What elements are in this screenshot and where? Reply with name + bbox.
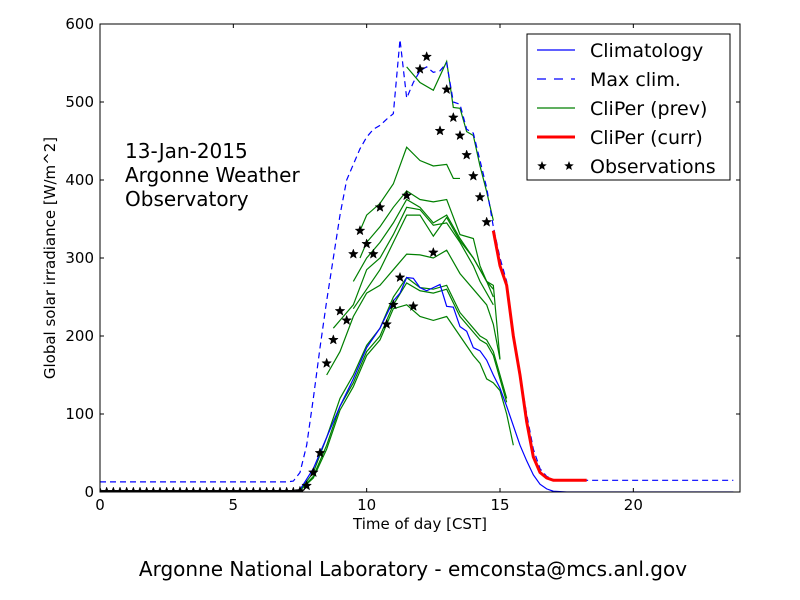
x-axis-label: Time of day [CST]: [352, 515, 487, 533]
x-tick-label: 5: [229, 496, 239, 514]
observation-point: [307, 466, 319, 478]
x-tick-label: 20: [624, 496, 643, 514]
legend-label-max-clim: Max clim.: [590, 69, 681, 91]
y-tick-label: 100: [65, 405, 94, 423]
series-cliper-prev-line-5: [332, 206, 494, 329]
observation-point: [401, 189, 413, 201]
annotation-line-1: 13-Jan-2015: [125, 139, 248, 163]
observation-point: [481, 216, 493, 227]
legend-label-cliper-curr: CliPer (curr): [590, 127, 703, 149]
series-cliper-prev-line-6: [352, 214, 501, 360]
observation-point: [321, 357, 333, 368]
observation-point: [314, 447, 326, 458]
observation-point: [354, 224, 366, 236]
series-cliper-prev-line-2: [359, 146, 460, 231]
observation-point: [461, 149, 473, 160]
observation-point: [467, 170, 479, 181]
legend: Climatology Max clim. CliPer (prev) CliPer …: [526, 33, 731, 181]
x-tick-label: 15: [490, 496, 509, 514]
annotation-block: 13-Jan-2015 Argonne Weather Observatory: [125, 139, 300, 211]
series-cliper-prev-line-10: [299, 304, 514, 491]
legend-swatch-observations-a: [537, 161, 547, 171]
observation-point: [421, 51, 433, 62]
y-tick-label: 600: [65, 15, 94, 33]
observation-point: [367, 248, 379, 259]
series-cliper-prev-line-7: [326, 249, 501, 376]
observation-point: [441, 83, 453, 95]
y-tick-label: 0: [84, 483, 94, 501]
series-max-clim-line: [100, 39, 734, 483]
observation-point: [447, 111, 459, 123]
legend-label-climatology: Climatology: [590, 40, 703, 62]
observation-point: [361, 238, 373, 249]
observation-point: [381, 318, 393, 329]
y-tick-label: 300: [65, 249, 94, 267]
footer-credit: Argonne National Laboratory - emconsta@m…: [139, 557, 687, 581]
y-axis-label: Global solar irradiance [W/m^2]: [41, 137, 59, 379]
series-climatology-line: [100, 276, 734, 492]
observation-point: [327, 334, 339, 345]
observation-point: [347, 248, 359, 259]
x-tick-label: 0: [95, 496, 105, 514]
annotation-line-2: Argonne Weather: [125, 163, 300, 187]
observation-point: [427, 246, 439, 258]
observation-point: [434, 125, 446, 136]
observation-point: [407, 300, 419, 311]
legend-swatch-observations-b: [564, 161, 574, 171]
observation-point: [454, 129, 466, 141]
observation-point: [341, 314, 353, 326]
observation-point: [394, 271, 406, 283]
x-tick-label: 10: [357, 496, 376, 514]
legend-label-observations: Observations: [590, 156, 716, 178]
y-tick-label: 400: [65, 171, 94, 189]
annotation-line-3: Observatory: [125, 187, 249, 211]
observation-point: [474, 191, 486, 202]
series-cliper-prev-line-1: [406, 59, 494, 221]
plot-area: [100, 39, 734, 492]
observation-point: [301, 480, 313, 491]
legend-box: [526, 33, 731, 181]
series-cliper-curr-line: [491, 230, 587, 482]
observation-point: [334, 305, 346, 316]
y-tick-label: 500: [65, 93, 94, 111]
legend-label-cliper-prev: CliPer (prev): [590, 98, 707, 120]
observation-point: [414, 63, 426, 74]
y-tick-label: 200: [65, 327, 94, 345]
observation-point: [374, 201, 386, 212]
observation-point: [387, 299, 399, 310]
series-cliper-prev-line-3: [359, 190, 494, 290]
